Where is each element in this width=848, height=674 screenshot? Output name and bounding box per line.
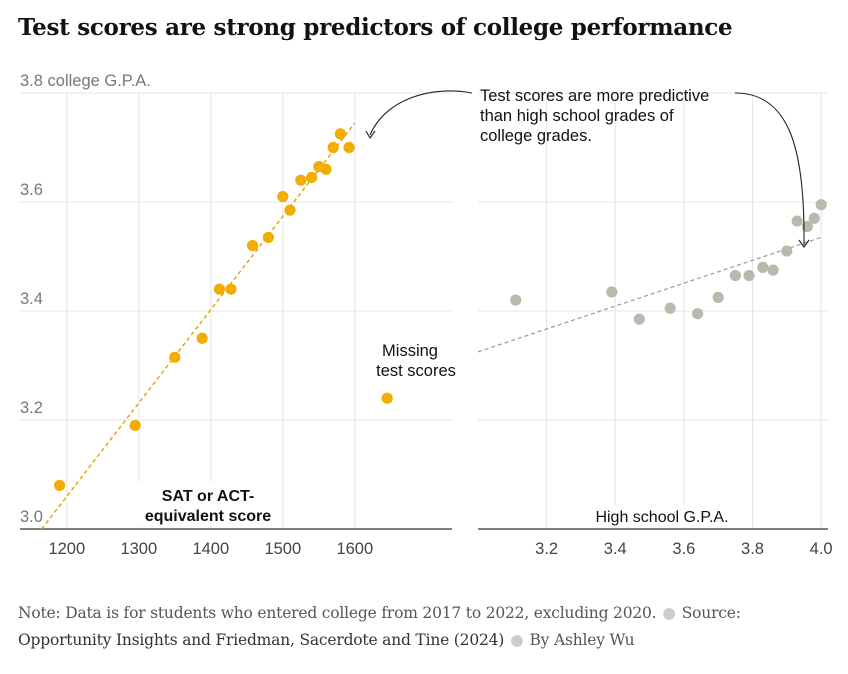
test-score-point xyxy=(213,283,226,295)
source-text: Opportunity Insights and Friedman, Sacer… xyxy=(18,631,505,649)
y-tick-label: 3.2 xyxy=(20,399,43,417)
separator-dot: ● xyxy=(662,604,676,622)
hs-gpa-point xyxy=(743,269,755,282)
hs-gpa-point xyxy=(729,269,741,282)
x-tick-label-left: 1600 xyxy=(336,540,373,558)
test-score-point xyxy=(225,283,237,295)
test-score-point xyxy=(295,174,307,186)
test-score-point xyxy=(196,332,208,344)
y-tick-label: 3.0 xyxy=(20,508,43,526)
x-tick-label-right: 3.6 xyxy=(672,540,695,558)
test-score-point xyxy=(54,479,66,491)
predictive-annotation-line2: than high school grades of xyxy=(480,107,674,125)
x-tick-label-left: 1200 xyxy=(48,540,85,558)
x-axis-label-left-line2: equivalent score xyxy=(145,508,271,525)
predictive-arrowhead-right xyxy=(798,239,810,248)
test-score-point xyxy=(327,141,339,154)
predictive-annotation-line1: Test scores are more predictive xyxy=(480,87,709,105)
x-tick-label-right: 3.4 xyxy=(604,540,627,558)
note-text: Note: Data is for students who entered c… xyxy=(18,604,657,622)
predictive-arrow-right xyxy=(734,92,805,246)
hs-gpa-point xyxy=(664,302,676,314)
x-tick-label-left: 1400 xyxy=(192,540,229,558)
byline: By Ashley Wu xyxy=(529,631,635,649)
test-score-point xyxy=(169,351,181,363)
x-tick-label-right: 4.0 xyxy=(810,540,833,558)
hs-gpa-point xyxy=(815,199,827,211)
predictive-arrow-left xyxy=(369,90,473,136)
separator-dot: ● xyxy=(510,631,524,649)
missing-annotation-line2: test scores xyxy=(376,362,456,380)
missing-test-score-point xyxy=(381,392,393,404)
test-score-panel: SAT or ACT-equivalent score xyxy=(41,122,393,530)
x-tick-label-left: 1500 xyxy=(264,540,301,558)
x-axis-label-bg-left xyxy=(136,482,282,526)
y-tick-label: 3.4 xyxy=(20,290,43,308)
hs-gpa-point xyxy=(781,245,793,257)
test-score-point xyxy=(306,171,318,184)
source-label: Source: xyxy=(681,604,741,622)
annotation-layer: Test scores are more predictive than hig… xyxy=(365,87,810,380)
missing-annotation-line1: Missing xyxy=(382,342,438,360)
hs-gpa-point xyxy=(510,294,522,306)
x-axis-label-bg-right xyxy=(585,505,743,527)
trendline-test-scores xyxy=(41,122,356,530)
hs-gpa-panel: High school G.P.A. xyxy=(477,199,827,527)
y-tick-label: 3.6 xyxy=(20,181,43,199)
grid-layer: 3.0 3.2 3.4 3.6 3.8 college G.P.A. 1200 1300 14… xyxy=(20,72,833,558)
hs-gpa-point xyxy=(767,264,779,276)
chart-title: Test scores are strong predictors of col… xyxy=(18,14,733,41)
test-score-point xyxy=(262,231,274,244)
test-score-point xyxy=(334,128,346,140)
chart-canvas: 3.0 3.2 3.4 3.6 3.8 college G.P.A. 1200 1300 14… xyxy=(20,72,833,558)
x-axis-label-right: High school G.P.A. xyxy=(595,509,728,526)
test-score-point xyxy=(277,190,289,203)
x-tick-label-left: 1300 xyxy=(120,540,157,558)
hs-gpa-point xyxy=(808,212,820,224)
test-score-point xyxy=(320,163,332,175)
hs-gpa-point xyxy=(606,286,618,298)
predictive-arrowhead-left xyxy=(365,130,376,140)
hs-gpa-point xyxy=(692,308,704,320)
hs-gpa-point xyxy=(712,291,724,303)
x-tick-label-right: 3.8 xyxy=(741,540,764,558)
hs-gpa-point xyxy=(757,261,769,273)
test-score-point xyxy=(284,204,296,216)
y-tick-label: 3.8 college G.P.A. xyxy=(20,72,151,90)
hs-gpa-point xyxy=(791,215,803,227)
x-axis-label-left-line1: SAT or ACT- xyxy=(162,488,254,505)
trendline-hs-gpa xyxy=(477,236,822,353)
predictive-annotation-line3: college grades. xyxy=(480,127,592,145)
test-score-point xyxy=(343,141,355,154)
test-score-point xyxy=(129,419,141,432)
hs-gpa-point xyxy=(633,313,645,325)
hs-gpa-point xyxy=(801,220,814,233)
x-tick-label-right: 3.2 xyxy=(535,540,558,558)
footer-note: Note: Data is for students who entered c… xyxy=(18,600,838,654)
test-score-point xyxy=(246,240,259,252)
